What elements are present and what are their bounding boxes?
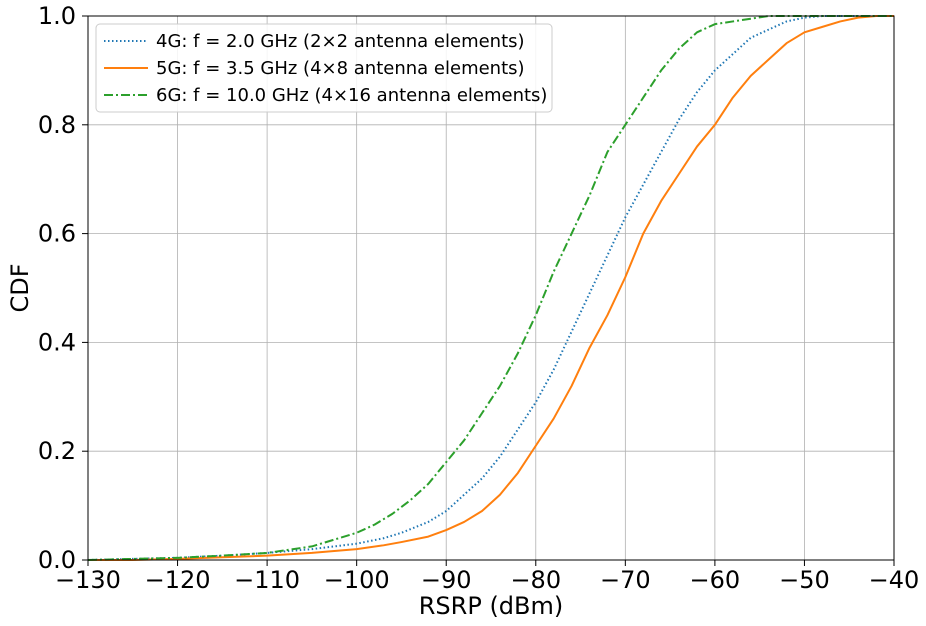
legend-label-5g: 5G: f = 3.5 GHz (4×8 antenna elements)	[156, 58, 525, 79]
x-tick-label: −130	[55, 566, 121, 594]
y-tick-label: 0.2	[38, 437, 76, 465]
y-tick-label: 0.0	[38, 546, 76, 574]
x-tick-label: −70	[600, 566, 651, 594]
x-axis-label: RSRP (dBm)	[419, 592, 564, 620]
ticks: −130 −120 −110 −100 −90 −80 −70 −60 −50 −40 0.0 0.2…	[38, 2, 920, 594]
y-tick-label: 0.4	[38, 328, 76, 356]
x-tick-label: −100	[324, 566, 390, 594]
legend-label-6g: 6G: f = 10.0 GHz (4×16 antenna elements)	[156, 85, 547, 106]
x-tick-label: −110	[234, 566, 300, 594]
x-tick-label: −40	[869, 566, 920, 594]
y-tick-label: 0.6	[38, 220, 76, 248]
plot-frame	[87, 15, 895, 561]
series-lines	[87, 15, 894, 561]
y-axis-label: CDF	[6, 263, 34, 312]
x-tick-label: −80	[510, 566, 561, 594]
x-tick-label: −50	[779, 566, 830, 594]
legend-label-4g: 4G: f = 2.0 GHz (2×2 antenna elements)	[156, 31, 525, 52]
legend: 4G: f = 2.0 GHz (2×2 antenna elements) 5…	[95, 23, 553, 113]
x-tick-label: −120	[145, 566, 211, 594]
y-tick-label: 1.0	[38, 2, 76, 30]
series-line-6g	[87, 15, 894, 561]
x-tick-label: −60	[690, 566, 741, 594]
series-line-5g	[88, 15, 894, 561]
x-tick-label: −90	[421, 566, 472, 594]
y-tick-label: 0.8	[38, 111, 76, 139]
legend-box	[95, 23, 553, 113]
